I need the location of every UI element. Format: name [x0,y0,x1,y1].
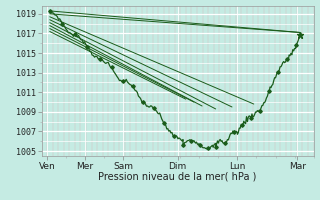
X-axis label: Pression niveau de la mer( hPa ): Pression niveau de la mer( hPa ) [99,172,257,182]
